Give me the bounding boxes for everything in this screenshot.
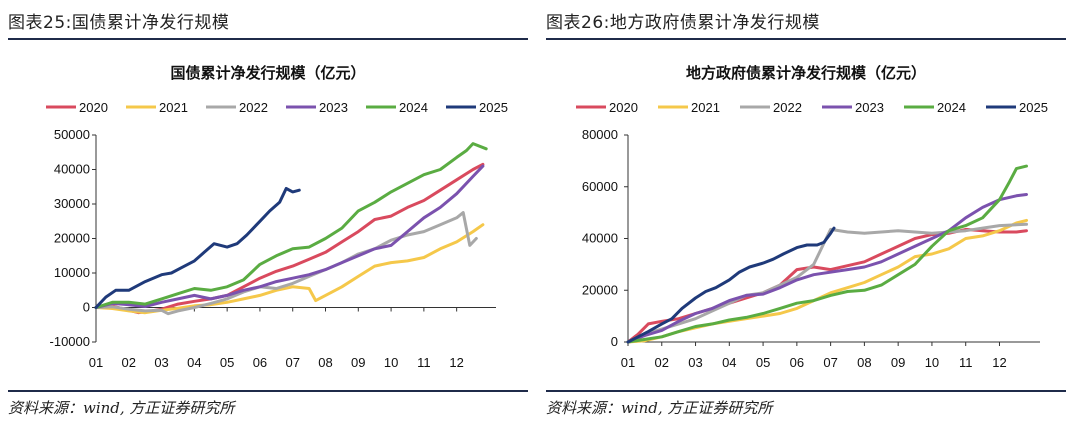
- chart-title: 地方政府债累计净发行规模（亿元）: [685, 64, 926, 82]
- x-tick-label: 08: [857, 355, 871, 370]
- x-tick-label: 02: [122, 355, 136, 370]
- y-tick-label: 30000: [54, 196, 90, 211]
- x-tick-label: 07: [285, 355, 299, 370]
- y-tick-label: -10000: [50, 334, 90, 349]
- legend-label-2021: 2021: [159, 100, 188, 115]
- x-tick-label: 01: [89, 355, 103, 370]
- legend-label-2020: 2020: [609, 100, 638, 115]
- series-line-2025: [626, 226, 836, 344]
- y-tick-label: 40000: [582, 231, 618, 246]
- legend-label-2020: 2020: [79, 100, 108, 115]
- legend-label-2025: 2025: [479, 100, 508, 115]
- x-tick-label: 05: [756, 355, 770, 370]
- x-tick-label: 06: [790, 355, 804, 370]
- figure-panel-26: 图表26:地方政府债累计净发行规模 地方政府债累计净发行规模（亿元） 0 2000…: [546, 0, 1076, 442]
- x-tick-label: 04: [722, 355, 736, 370]
- y-tick-label: 50000: [54, 127, 90, 142]
- series-line-2022: [626, 222, 1028, 344]
- legend-label-2021: 2021: [691, 100, 720, 115]
- x-tick-label: 03: [688, 355, 702, 370]
- y-tick-label: 20000: [54, 231, 90, 246]
- line-chart-treasury: -10000 0 10000 20000 30000 40000 50000 01 02 03 04…: [46, 100, 508, 370]
- legend-label-2024: 2024: [937, 100, 966, 115]
- series-line-2024: [626, 164, 1028, 344]
- figure-title: 图表26:地方政府债累计净发行规模: [546, 13, 820, 33]
- x-tick-label: 06: [253, 355, 267, 370]
- source-note: 资料来源：wind, 方正证券研究所: [546, 399, 773, 417]
- series-line-2021: [94, 223, 485, 315]
- x-tick-label: 02: [655, 355, 669, 370]
- top-rule: [546, 38, 1066, 40]
- x-tick-label: 12: [449, 355, 463, 370]
- series-line-2020: [626, 227, 1028, 344]
- x-tick-label: 01: [621, 355, 635, 370]
- y-tick-label: 80000: [582, 127, 618, 142]
- source-note: 资料来源：wind, 方正证券研究所: [8, 399, 235, 417]
- x-tick-label: 07: [823, 355, 837, 370]
- series-line-2023: [94, 164, 485, 309]
- chart-title: 国债累计净发行规模（亿元）: [170, 64, 366, 82]
- y-tick-label: 0: [83, 300, 90, 315]
- x-tick-label: 04: [187, 355, 201, 370]
- y-tick-label: 40000: [54, 162, 90, 177]
- figure-title: 图表25:国债累计净发行规模: [8, 13, 230, 33]
- legend-label-2022: 2022: [239, 100, 268, 115]
- y-tick-label: 60000: [582, 179, 618, 194]
- series-line-2020: [94, 162, 485, 315]
- figure-panel-25: 图表25:国债累计净发行规模 国债累计净发行规模（亿元） -10000 0 1000…: [8, 0, 538, 442]
- legend-label-2025: 2025: [1019, 100, 1048, 115]
- y-tick-label: 10000: [54, 265, 90, 280]
- x-tick-label: 09: [891, 355, 905, 370]
- bottom-rule: [546, 390, 1066, 392]
- bottom-rule: [8, 390, 528, 392]
- x-tick-label: 11: [959, 355, 973, 370]
- legend-label-2024: 2024: [399, 100, 428, 115]
- legend-label-2022: 2022: [773, 100, 802, 115]
- x-tick-label: 05: [220, 355, 234, 370]
- x-tick-label: 08: [318, 355, 332, 370]
- y-tick-label: 20000: [582, 282, 618, 297]
- x-tick-label: 09: [351, 355, 365, 370]
- x-tick-label: 10: [384, 355, 398, 370]
- series-line-2025: [94, 187, 301, 309]
- x-tick-label: 12: [992, 355, 1006, 370]
- series-line-2023: [626, 193, 1028, 344]
- legend-label-2023: 2023: [855, 100, 884, 115]
- line-chart-local-gov: 0 20000 40000 60000 80000 01 02 03 04 05 06 07 08 09 1…: [576, 100, 1048, 370]
- series-line-2024: [94, 142, 488, 309]
- x-tick-label: 11: [417, 355, 431, 370]
- y-tick-label: 0: [611, 334, 618, 349]
- x-tick-label: 03: [154, 355, 168, 370]
- legend-label-2023: 2023: [319, 100, 348, 115]
- series-line-2022: [94, 211, 478, 316]
- top-rule: [8, 38, 528, 40]
- x-tick-label: 10: [925, 355, 939, 370]
